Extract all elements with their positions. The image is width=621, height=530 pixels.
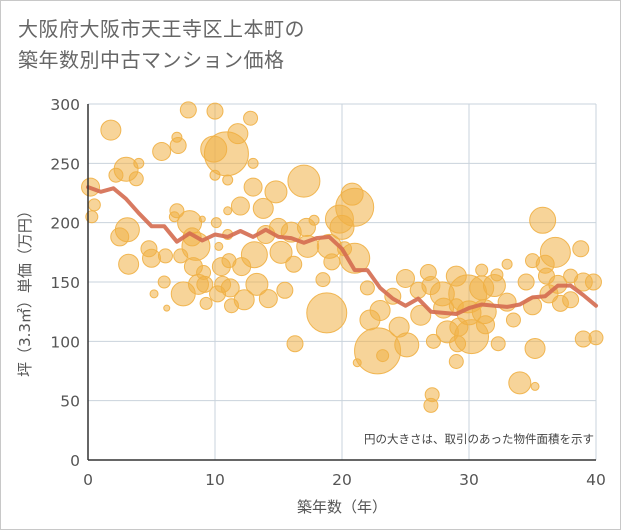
- data-bubble: [490, 268, 504, 282]
- y-tick-label: 0: [70, 452, 80, 470]
- bubble-layer: [81, 101, 604, 413]
- data-bubble: [210, 217, 222, 229]
- data-bubble: [142, 248, 161, 268]
- bubble-size-note: 円の大きさは、取引のあった物件面積を示す: [364, 432, 594, 446]
- data-bubble: [572, 240, 590, 258]
- data-bubble: [475, 263, 489, 277]
- data-bubble: [410, 304, 432, 326]
- x-tick-label: 10: [205, 471, 225, 489]
- data-bubble: [308, 214, 320, 226]
- y-axis-label: 坪（3.3㎡）単価（万円）: [16, 203, 34, 377]
- data-bubble: [269, 240, 293, 264]
- data-bubble: [359, 280, 375, 296]
- data-bubble: [529, 206, 557, 234]
- data-bubble: [233, 289, 255, 311]
- data-bubble: [524, 337, 546, 359]
- data-bubble: [369, 299, 391, 321]
- data-bubble: [335, 187, 375, 227]
- data-bubble: [285, 255, 303, 273]
- tick-labels: 0 50 100 150 200 250 300 0 10 20 30 40: [50, 96, 605, 489]
- y-tick-label: 150: [50, 274, 80, 292]
- data-bubble: [247, 157, 259, 169]
- data-bubble: [539, 236, 571, 268]
- data-bubble: [315, 272, 331, 288]
- data-bubble: [245, 272, 269, 296]
- data-bubble: [87, 198, 101, 212]
- data-bubble: [152, 141, 172, 161]
- data-bubble: [287, 164, 321, 198]
- data-bubble: [562, 291, 580, 309]
- data-bubble: [476, 315, 496, 335]
- data-bubble: [530, 381, 540, 391]
- data-bubble: [133, 157, 145, 169]
- data-bubble: [394, 332, 420, 358]
- data-bubble: [306, 292, 348, 334]
- data-bubble: [276, 281, 294, 299]
- data-bubble: [490, 336, 506, 352]
- x-tick-label: 20: [332, 471, 352, 489]
- chart-title-line-1: 大阪府大阪市天王寺区上本町の: [18, 17, 305, 41]
- average-price-line: [86, 185, 598, 316]
- data-bubble: [222, 174, 234, 186]
- data-bubble: [230, 196, 250, 216]
- data-bubble: [448, 354, 464, 370]
- data-bubble: [396, 268, 415, 288]
- data-bubble: [243, 110, 259, 126]
- x-tick-label: 0: [83, 471, 93, 489]
- x-tick-label: 40: [586, 471, 606, 489]
- y-tick-label: 50: [60, 393, 80, 411]
- data-bubble: [163, 304, 171, 312]
- chart-title-line-2: 築年数別中古マンション価格: [18, 48, 285, 72]
- chart-title: 大阪府大阪市天王寺区上本町の 築年数別中古マンション価格: [18, 14, 578, 76]
- data-bubble: [376, 349, 390, 363]
- x-tick-label: 30: [459, 471, 479, 489]
- data-bubble: [323, 253, 341, 271]
- data-bubble: [118, 253, 140, 275]
- data-bubble: [258, 289, 278, 309]
- data-bubble: [252, 197, 274, 219]
- data-bubble: [240, 241, 268, 269]
- data-bubble: [100, 119, 122, 141]
- data-bubble: [114, 217, 140, 243]
- data-bubble: [206, 102, 224, 120]
- data-bubble: [179, 101, 197, 119]
- data-bubble: [149, 289, 159, 299]
- data-bubble: [339, 242, 371, 274]
- y-tick-label: 300: [50, 96, 80, 114]
- data-bubble: [128, 171, 144, 187]
- data-bubble: [286, 335, 304, 353]
- data-bubble: [214, 241, 224, 251]
- y-tick-label: 200: [50, 215, 80, 233]
- data-bubble: [584, 273, 602, 291]
- data-bubble: [169, 137, 187, 155]
- data-bubble: [425, 333, 441, 349]
- x-axis-label: 築年数（年）: [297, 498, 387, 516]
- data-bubble: [227, 123, 249, 145]
- y-tick-label: 100: [50, 333, 80, 351]
- y-tick-label: 250: [50, 155, 80, 173]
- data-bubble: [198, 215, 206, 223]
- data-bubble: [199, 296, 213, 310]
- data-bubble: [157, 248, 173, 264]
- data-bubble: [223, 206, 233, 216]
- data-bubble: [220, 278, 240, 298]
- data-bubble: [157, 275, 171, 289]
- data-bubble: [508, 371, 532, 395]
- data-bubble: [501, 258, 513, 270]
- data-bubble: [517, 273, 535, 291]
- trend-line-layer: [86, 185, 598, 316]
- data-bubble: [264, 180, 288, 204]
- data-bubble: [505, 312, 521, 328]
- data-bubble: [588, 330, 604, 346]
- data-bubble: [423, 397, 439, 413]
- data-bubble: [243, 177, 263, 197]
- data-bubble: [196, 275, 214, 293]
- axes: [87, 104, 596, 461]
